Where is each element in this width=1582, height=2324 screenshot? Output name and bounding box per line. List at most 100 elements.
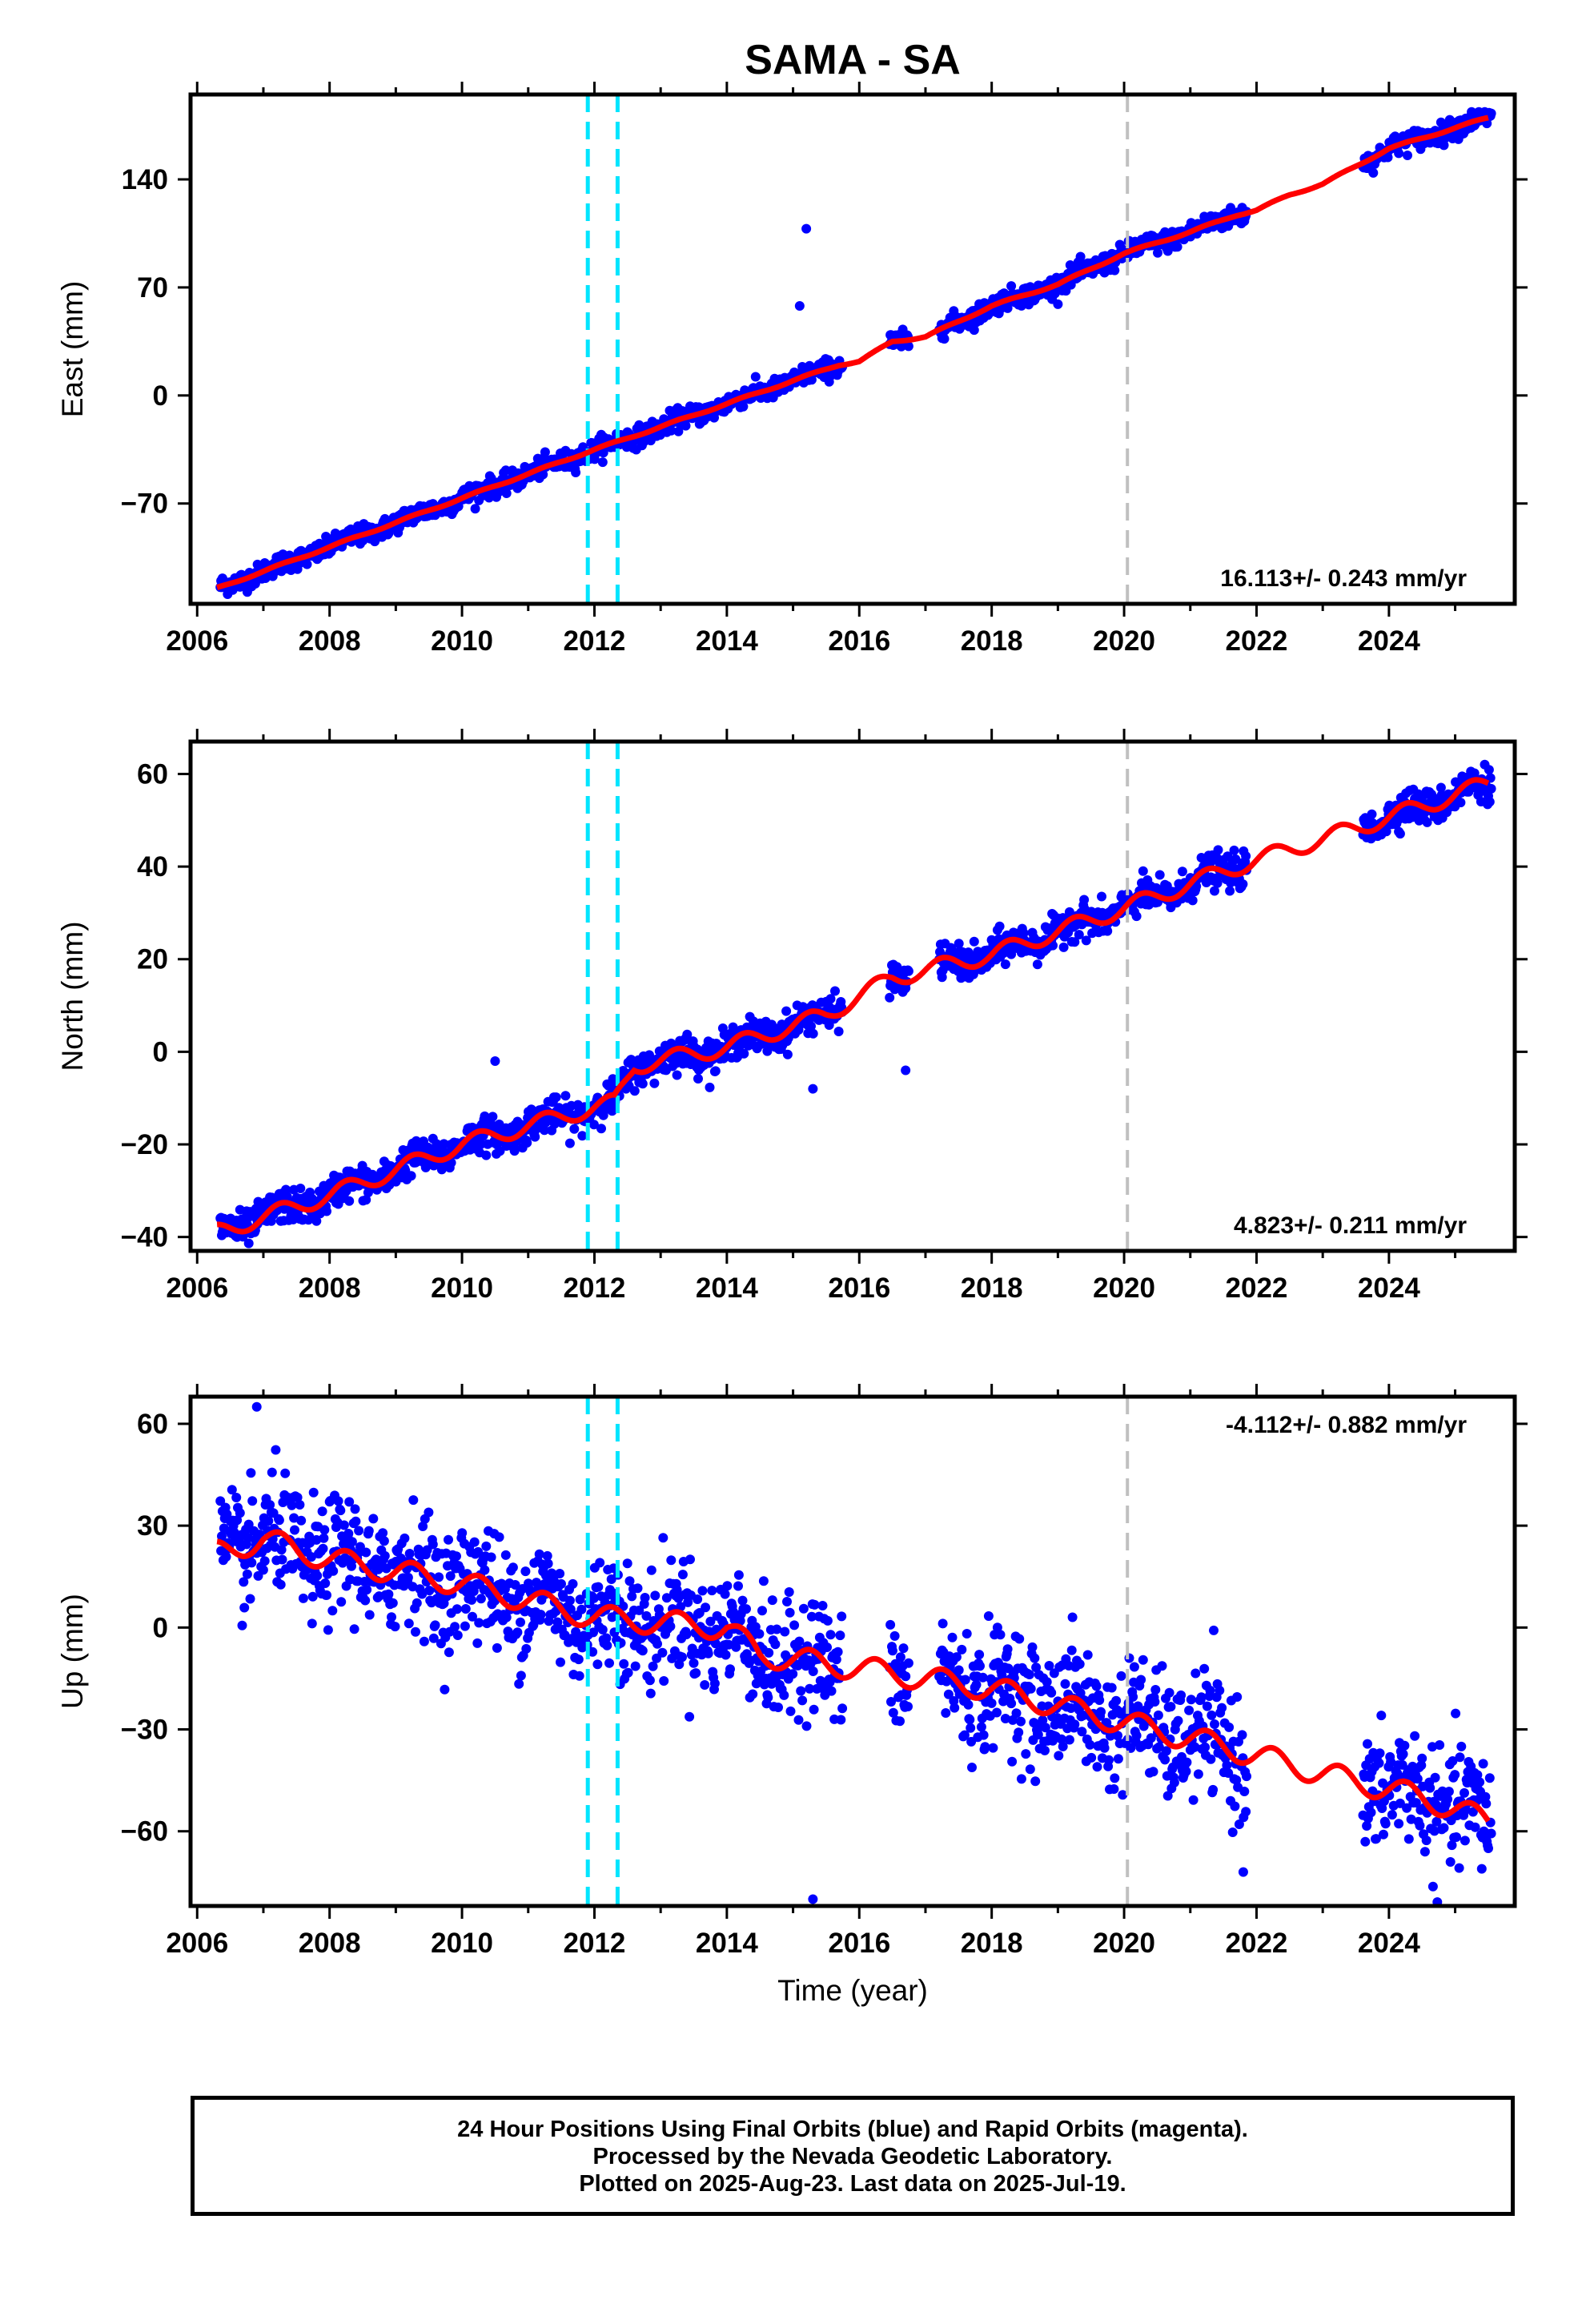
- data-point: [1217, 1703, 1227, 1713]
- data-point: [1078, 1711, 1089, 1720]
- y-tick-label: 0: [153, 380, 168, 412]
- data-point: [1092, 1762, 1102, 1772]
- data-point: [1402, 1803, 1412, 1813]
- data-point: [336, 1597, 347, 1607]
- data-point: [243, 1238, 254, 1248]
- data-point: [622, 1558, 632, 1569]
- data-point: [833, 1027, 844, 1036]
- data-point: [677, 1652, 687, 1663]
- data-point: [1079, 895, 1090, 905]
- data-point: [1363, 1739, 1372, 1749]
- y-tick-label: −60: [121, 1816, 168, 1848]
- x-tick-label: 2018: [961, 1928, 1023, 1959]
- data-point: [1456, 1741, 1467, 1751]
- x-axis-north: 2006 2008 2010 2012 2014 2016 2018 2020 2022 2024: [166, 729, 1457, 1304]
- data-point: [347, 1537, 357, 1547]
- data-point: [697, 1586, 708, 1596]
- data-point: [974, 1650, 985, 1660]
- data-point: [1475, 1777, 1485, 1787]
- data-point: [1241, 851, 1251, 861]
- data-point: [263, 1516, 274, 1526]
- data-point: [782, 1049, 793, 1059]
- data-point: [959, 1730, 970, 1740]
- data-point: [943, 1689, 954, 1699]
- y-tick-label: 70: [137, 272, 168, 304]
- data-point: [1188, 1795, 1199, 1805]
- data-point: [836, 1715, 846, 1725]
- data-point: [1173, 1715, 1183, 1726]
- data-point: [725, 1664, 735, 1675]
- x-tick-label: 2008: [299, 625, 361, 657]
- rate-label-up: -4.112+/- 0.882 mm/yr: [1226, 1412, 1467, 1438]
- data-point: [361, 1547, 371, 1558]
- data-point: [1431, 1816, 1442, 1827]
- panel-east: 2006 2008 2010 2012 2014 2016 2018 2020 2022 2024…: [56, 82, 1528, 657]
- data-point: [408, 1582, 418, 1592]
- data-point: [789, 1620, 800, 1630]
- x-tick-label: 2020: [1093, 1273, 1155, 1304]
- data-point: [307, 1618, 317, 1629]
- data-point: [1150, 1697, 1160, 1707]
- data-point: [243, 1519, 254, 1530]
- data-point: [222, 1509, 232, 1519]
- data-point: [992, 1622, 1002, 1633]
- data-point: [1176, 1690, 1186, 1700]
- data-point: [1439, 1823, 1449, 1833]
- data-point: [903, 966, 913, 976]
- data-point: [592, 1659, 603, 1670]
- data-point: [733, 1581, 743, 1591]
- data-point: [275, 1579, 286, 1590]
- data-point: [1237, 1730, 1247, 1740]
- data-point: [460, 1621, 470, 1631]
- data-point: [976, 1722, 986, 1732]
- data-point: [418, 1522, 428, 1531]
- x-tick-label: 2020: [1093, 625, 1155, 657]
- data-point: [556, 1578, 566, 1589]
- data-point: [534, 1549, 544, 1559]
- data-point: [634, 1605, 644, 1615]
- data-point: [986, 1698, 997, 1708]
- data-point: [1184, 1705, 1195, 1715]
- data-point: [903, 341, 913, 352]
- data-point: [1070, 1719, 1080, 1730]
- data-point: [646, 1565, 656, 1575]
- data-point: [709, 1679, 720, 1689]
- data-point: [992, 1707, 1002, 1718]
- data-point: [826, 1686, 837, 1696]
- footer-line-3: Plotted on 2025-Aug-23. Last data on 202…: [579, 2171, 1126, 2197]
- data-point: [793, 1715, 804, 1725]
- data-point: [623, 1667, 633, 1678]
- data-point: [758, 1576, 769, 1586]
- data-point: [721, 1650, 731, 1660]
- data-point: [327, 1606, 338, 1616]
- data-point: [290, 1525, 299, 1535]
- data-point: [1224, 1722, 1235, 1732]
- data-point: [280, 1468, 291, 1478]
- data-point: [243, 1532, 253, 1542]
- panel-north: 2006 2008 2010 2012 2014 2016 2018 2020 2022 2024…: [56, 729, 1528, 1304]
- data-point: [1040, 1723, 1050, 1733]
- data-point: [770, 1639, 781, 1650]
- data-point: [387, 1612, 396, 1622]
- data-point: [1181, 1767, 1191, 1776]
- data-point: [1000, 1714, 1010, 1723]
- data-point: [975, 1661, 985, 1671]
- panels: 2006 2008 2010 2012 2014 2016 2018 2020 2022 2024…: [56, 82, 1528, 2007]
- plot-area-east: [215, 94, 1496, 604]
- data-point: [738, 401, 749, 412]
- data-point: [1481, 1799, 1492, 1809]
- data-point: [1169, 1777, 1179, 1787]
- panel-up: 2006 2008 2010 2012 2014 2016 2018 2020 2022 2024…: [56, 1384, 1528, 2007]
- data-point: [343, 1529, 354, 1538]
- data-point: [564, 1595, 575, 1606]
- data-point: [1111, 1695, 1122, 1706]
- data-point: [672, 1070, 682, 1080]
- data-point: [543, 1558, 553, 1569]
- data-point: [242, 1569, 252, 1579]
- data-point: [673, 426, 684, 436]
- data-point: [1018, 928, 1029, 939]
- data-point: [888, 1707, 898, 1718]
- data-point: [424, 1507, 434, 1518]
- data-point: [1038, 1715, 1048, 1725]
- data-point: [245, 1594, 255, 1604]
